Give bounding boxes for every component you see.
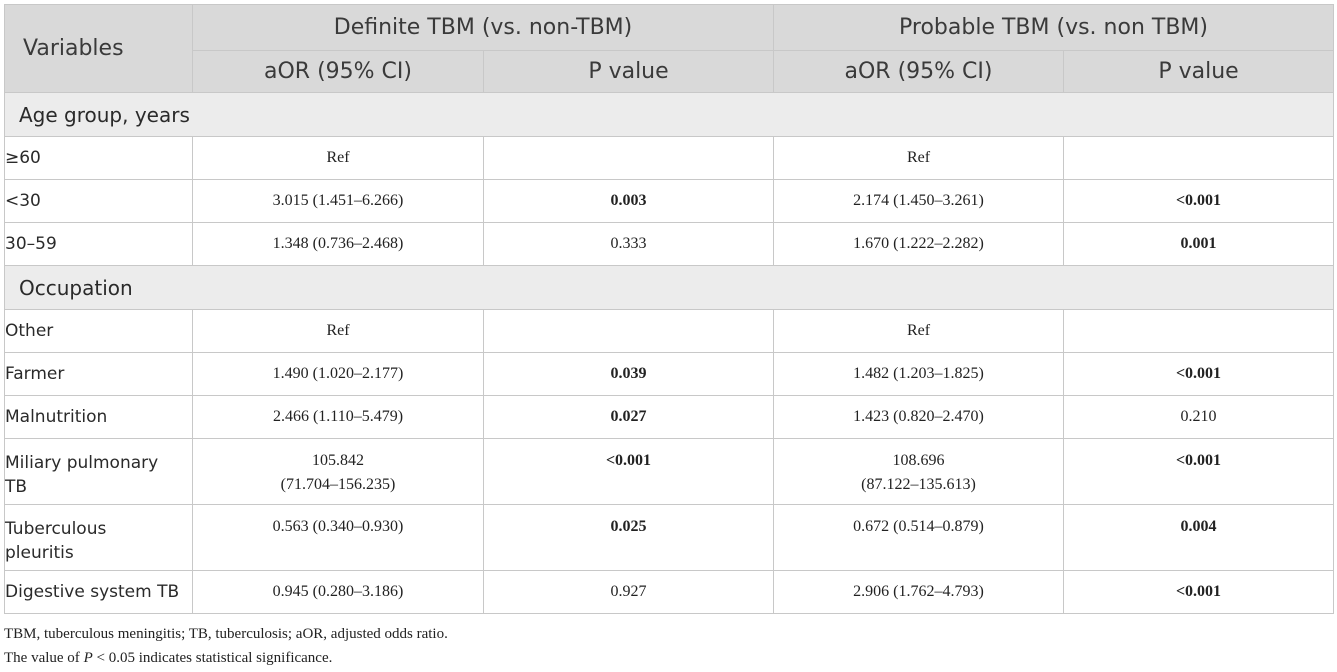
section-row-occupation: Occupation [3,265,1335,310]
row-label: Malnutrition [4,395,193,439]
table-row: ≥60 Ref Ref [4,136,1335,180]
row-label-line1: Miliary pulmonary [5,453,159,473]
table-row: <30 3.015 (1.451–6.266) 0.003 2.174 (1.4… [4,179,1335,223]
probable-aor-cell: 108.696 (87.122–135.613) [773,438,1064,505]
probable-pvalue-cell: <0.001 [1062,438,1335,505]
definite-pvalue-cell: 0.003 [483,179,774,223]
footnote-significance: The value of P < 0.05 indicates statisti… [4,646,448,670]
definite-pvalue-cell: 0.333 [483,222,774,266]
section-title: Age group, years [3,92,1335,137]
results-table: Variables Definite TBM (vs. non-TBM) Pro… [3,4,1335,614]
probable-pvalue-cell [1062,136,1335,180]
pvalue-bold: 0.003 [610,192,647,209]
probable-pvalue-cell: 0.210 [1062,395,1335,439]
definite-aor-cell: Ref [192,136,484,180]
aor-interval: (71.704–156.235) [280,476,396,493]
probable-pvalue-cell: <0.001 [1062,179,1335,223]
probable-aor-cell: 1.482 (1.203–1.825) [773,352,1064,396]
definite-aor-cell: 0.563 (0.340–0.930) [192,504,484,571]
row-label: Tuberculous pleuritis [4,504,193,571]
probable-aor-header: aOR (95% CI) [773,50,1064,93]
table-row: Miliary pulmonary TB 105.842 (71.704–156… [4,438,1335,505]
probable-aor-cell: 0.672 (0.514–0.879) [773,504,1064,571]
definite-tbm-header: Definite TBM (vs. non-TBM) [192,4,774,51]
definite-aor-header: aOR (95% CI) [192,50,484,93]
definite-pvalue-cell: <0.001 [483,438,774,505]
probable-tbm-header: Probable TBM (vs. non TBM) [772,4,1335,51]
pvalue-bold: <0.001 [1175,583,1222,600]
row-label-line2: pleuritis [5,543,74,563]
probable-aor-cell: 2.174 (1.450–3.261) [773,179,1064,223]
pvalue-bold: 0.039 [610,365,647,382]
probable-pvalue-cell: 0.001 [1062,222,1335,266]
row-label: 30–59 [4,222,193,266]
pvalue-bold: 0.001 [1180,235,1217,252]
header-row-2: aOR (95% CI) P value aOR (95% CI) P valu… [5,50,1335,93]
definite-aor-cell: 1.348 (0.736–2.468) [192,222,484,266]
row-label: <30 [4,179,193,223]
section-title: Occupation [3,265,1335,310]
probable-pvalue-cell: 0.004 [1062,504,1335,571]
table-row: Digestive system TB 0.945 (0.280–3.186) … [4,570,1335,614]
definite-aor-cell: 0.945 (0.280–3.186) [192,570,484,614]
definite-pvalue-cell [483,136,774,180]
pvalue-bold: <0.001 [605,452,652,469]
row-label: Other [4,309,193,353]
footnote-sig-var: P [83,650,93,666]
table-row: Malnutrition 2.466 (1.110–5.479) 0.027 1… [4,395,1335,439]
pvalue-bold: <0.001 [1175,365,1222,382]
aor-estimate: 105.842 [312,452,364,469]
definite-aor-cell: 2.466 (1.110–5.479) [192,395,484,439]
definite-pvalue-cell: 0.039 [483,352,774,396]
probable-aor-cell: 1.670 (1.222–2.282) [773,222,1064,266]
table-row: Other Ref Ref [4,309,1335,353]
variables-header: Variables [4,4,193,93]
probable-pvalue-cell: <0.001 [1062,570,1335,614]
footnote-abbreviations: TBM, tuberculous meningitis; TB, tubercu… [4,626,448,642]
aor-estimate: 108.696 [892,452,945,469]
row-label-line2: TB [5,477,28,497]
section-row-age: Age group, years [3,92,1335,137]
table-footnotes: TBM, tuberculous meningitis; TB, tubercu… [4,622,448,670]
definite-aor-cell: Ref [192,309,484,353]
pvalue-bold: <0.001 [1175,452,1222,469]
header-row-1: Variables Definite TBM (vs. non-TBM) Pro… [4,4,1335,93]
definite-pvalue-cell: 0.025 [483,504,774,571]
probable-aor-cell: Ref [773,136,1064,180]
aor-interval: (87.122–135.613) [861,476,976,493]
definite-pvalue-cell: 0.027 [483,395,774,439]
probable-aor-cell: Ref [773,309,1064,353]
definite-aor-cell: 1.490 (1.020–2.177) [192,352,484,396]
row-label-line1: Tuberculous [5,519,107,539]
definite-aor-cell: 3.015 (1.451–6.266) [192,179,484,223]
definite-aor-cell: 105.842 (71.704–156.235) [192,438,484,505]
probable-pvalue-header: P value [1062,50,1335,93]
definite-pvalue-cell [483,309,774,353]
pvalue-bold: 0.025 [610,518,647,535]
table-row: Tuberculous pleuritis 0.563 (0.340–0.930… [4,504,1335,571]
pvalue-bold: 0.004 [1180,518,1217,535]
table-row: 30–59 1.348 (0.736–2.468) 0.333 1.670 (1… [4,222,1335,266]
probable-aor-cell: 1.423 (0.820–2.470) [773,395,1064,439]
row-label: Miliary pulmonary TB [4,438,193,505]
definite-pvalue-header: P value [483,50,774,93]
footnote-sig-suffix: < 0.05 indicates statistical significanc… [92,650,333,666]
row-label: Digestive system TB [4,570,193,614]
pvalue-bold: <0.001 [1175,192,1222,209]
footnote-sig-prefix: The value of [4,650,84,666]
table-row: Farmer 1.490 (1.020–2.177) 0.039 1.482 (… [4,352,1335,396]
probable-pvalue-cell [1062,309,1335,353]
row-label: Farmer [4,352,193,396]
probable-pvalue-cell: <0.001 [1062,352,1335,396]
row-label: ≥60 [4,136,193,180]
probable-aor-cell: 2.906 (1.762–4.793) [773,570,1064,614]
pvalue-bold: 0.027 [610,408,647,425]
definite-pvalue-cell: 0.927 [483,570,774,614]
